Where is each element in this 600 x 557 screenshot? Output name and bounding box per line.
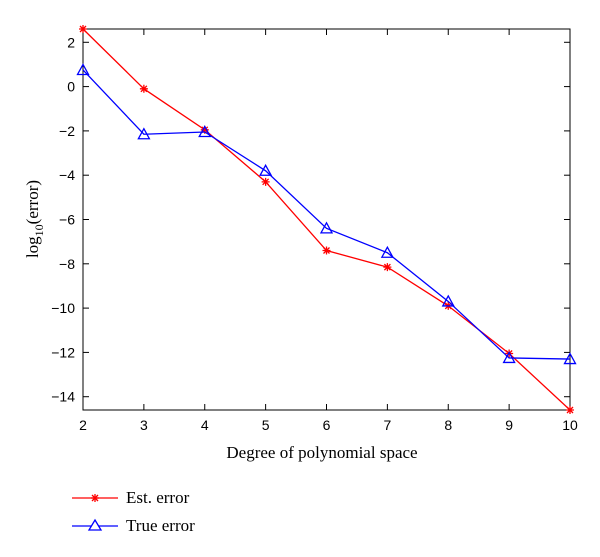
data-point-true-error (259, 163, 273, 176)
data-point-true-error (319, 221, 334, 234)
x-tick-label: 4 (201, 417, 209, 433)
y-tick-label: −6 (59, 212, 75, 228)
y-tick-label: −4 (59, 167, 75, 183)
y-axis-label-sub: 10 (32, 224, 46, 236)
y-axis-label: log10(error) (23, 180, 46, 258)
y-axis-label-rest: (error) (23, 180, 42, 224)
data-point-true-error (563, 352, 577, 365)
legend-label-true-error: True error (126, 516, 195, 535)
x-tick-label: 10 (562, 417, 578, 433)
data-point-est-error (139, 84, 148, 93)
data-point-est-error (566, 406, 574, 414)
asterisk-marker-icon (72, 494, 118, 502)
data-point-true-error (502, 351, 516, 364)
y-tick-label: −14 (51, 389, 75, 405)
y-tick-label: 0 (67, 79, 75, 95)
x-tick-label: 2 (79, 417, 87, 433)
line-chart: 2 3 4 5 6 7 8 9 10 2 0 −2 −4 −6 −8 −10 −12 −14 Degree of … (23, 25, 578, 462)
data-point-true-error (380, 245, 394, 258)
data-point-true-error (441, 294, 455, 307)
data-point-est-error (261, 177, 270, 186)
x-tick-label: 3 (140, 417, 148, 433)
data-point-true-error (137, 127, 151, 140)
data-point-true-error (198, 125, 212, 138)
x-tick-label: 9 (505, 417, 513, 433)
legend-item-true-error: True error (72, 512, 195, 540)
data-point-est-error (200, 125, 209, 134)
legend-label-est-error: Est. error (126, 488, 190, 507)
data-point-est-error (79, 25, 87, 33)
data-point-true-error (76, 63, 90, 76)
y-tick-label: −8 (59, 256, 75, 272)
plot-frame (82, 28, 571, 411)
x-axis-label: Degree of polynomial space (226, 443, 417, 462)
series-line-est-error (82, 28, 571, 411)
x-tick-label: 5 (262, 417, 270, 433)
data-point-est-error (322, 246, 331, 255)
y-tick-label: −12 (51, 344, 75, 360)
x-tick-label: 8 (444, 417, 452, 433)
legend-item-est-error: Est. error (72, 484, 195, 512)
data-point-est-error (383, 263, 392, 272)
y-tick-label: −10 (51, 300, 75, 316)
x-tick-label: 6 (323, 417, 331, 433)
y-tick-label: 2 (67, 34, 75, 50)
series-line-true-error (82, 69, 571, 360)
x-tick-label: 7 (383, 417, 391, 433)
y-axis-label-main: log (23, 236, 42, 258)
legend: Est. error True error (72, 484, 195, 540)
triangle-marker-icon (72, 518, 118, 531)
y-tick-label: −2 (59, 123, 75, 139)
